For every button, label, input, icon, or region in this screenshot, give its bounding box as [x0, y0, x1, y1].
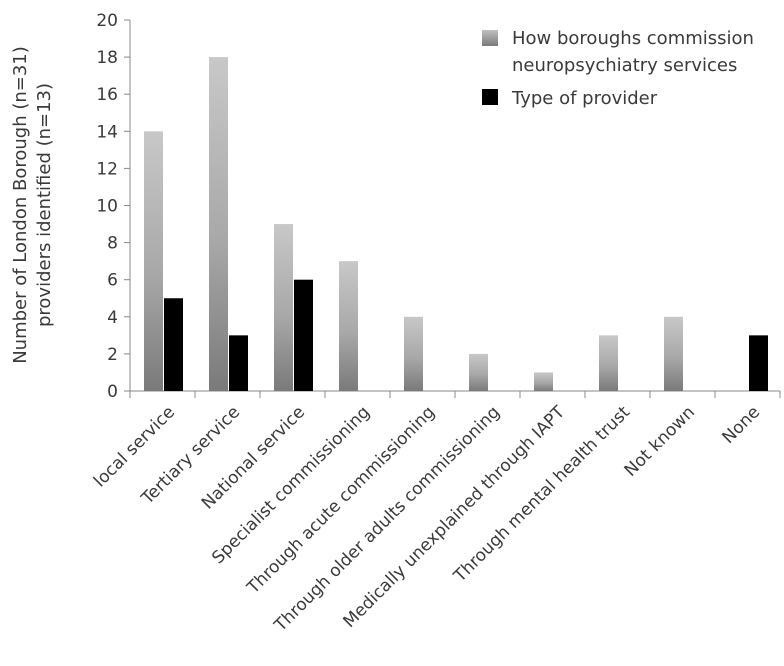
- bar-commission-1: [209, 57, 228, 391]
- legend: How boroughs commission neuropsychiatry s…: [482, 28, 754, 109]
- bars: [144, 57, 768, 392]
- legend-label-provider: Type of provider: [511, 88, 658, 109]
- bar-commission-4: [404, 316, 423, 391]
- y-tick-label: 0: [107, 382, 118, 402]
- y-tick-label: 4: [107, 308, 118, 328]
- legend-swatch-commission: [482, 30, 498, 46]
- bar-commission-2: [274, 224, 293, 391]
- x-category-label: None: [719, 402, 765, 448]
- legend-label-commission: neuropsychiatry services: [512, 55, 737, 76]
- y-tick-label: 14: [96, 122, 118, 142]
- y-tick-label: 18: [96, 48, 118, 68]
- bar-provider-9: [749, 335, 768, 391]
- y-axis-title: Number of London Borough (n=31) provider…: [10, 46, 55, 364]
- y-tick-label: 8: [107, 234, 118, 254]
- y-axis-title-line2: providers identified (n=13): [34, 83, 55, 327]
- legend-label-commission: How boroughs commission: [512, 28, 754, 49]
- y-axis-ticks: 0 2 4 6 8 10 12 14 16 18 20: [96, 11, 130, 402]
- x-category-label: Not known: [621, 402, 699, 480]
- bar-provider-1: [229, 335, 248, 391]
- bar-commission-0: [144, 131, 163, 392]
- bar-commission-5: [469, 353, 488, 391]
- bar-commission-8: [664, 316, 683, 391]
- bar-commission-6: [534, 372, 553, 391]
- y-tick-label: 2: [107, 345, 118, 365]
- y-tick-label: 12: [96, 159, 118, 179]
- y-tick-label: 10: [96, 197, 118, 217]
- y-tick-label: 6: [107, 271, 118, 291]
- y-axis-title-line1: Number of London Borough (n=31): [10, 46, 31, 364]
- bar-provider-0: [164, 298, 183, 391]
- legend-swatch-provider: [482, 89, 498, 105]
- x-category-label: Through older adults commissioning: [270, 402, 504, 636]
- y-tick-label: 16: [96, 85, 118, 105]
- bar-commission-3: [339, 261, 358, 391]
- y-tick-label: 20: [96, 11, 118, 31]
- bar-provider-2: [294, 279, 313, 391]
- bar-commission-7: [599, 335, 618, 391]
